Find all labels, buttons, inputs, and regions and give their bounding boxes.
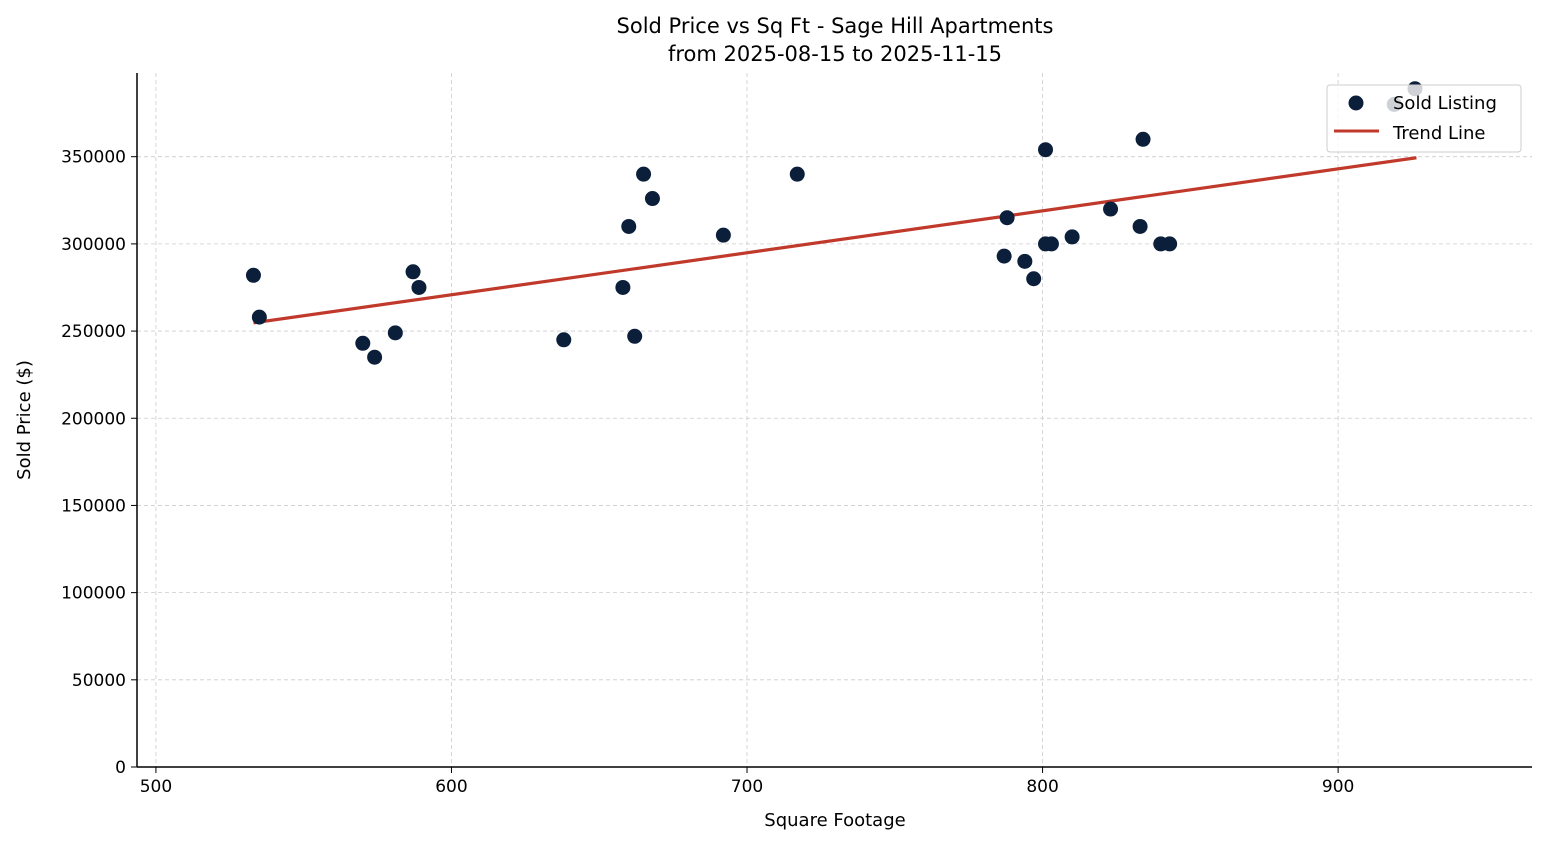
x-axis-label: Square Footage	[764, 810, 905, 831]
data-point	[411, 279, 427, 295]
data-point	[251, 309, 267, 325]
data-point	[996, 248, 1012, 264]
y-tick-label: 350000	[61, 148, 126, 168]
data-point	[1017, 253, 1033, 269]
data-point	[1038, 142, 1054, 158]
data-point	[627, 328, 643, 344]
data-point	[636, 166, 652, 182]
legend-label-trend-line: Trend Line	[1392, 123, 1486, 144]
legend-label-sold-listing: Sold Listing	[1393, 93, 1497, 114]
data-point	[999, 210, 1015, 226]
y-tick-label: 150000	[61, 496, 126, 516]
data-point	[355, 335, 371, 351]
y-tick-label: 300000	[61, 235, 126, 255]
data-point	[1162, 236, 1178, 252]
data-point	[644, 191, 660, 207]
y-tick-label: 50000	[72, 671, 126, 691]
legend-marker-sold-listing	[1348, 95, 1364, 111]
ticks: 500 600 700 800 900 0 50000 100000 150000 200000 2…	[61, 148, 1354, 797]
data-point	[1064, 229, 1080, 245]
data-point	[405, 264, 421, 280]
data-point	[715, 227, 731, 243]
y-tick-label: 200000	[61, 409, 126, 429]
points-layer	[245, 81, 1423, 365]
data-point	[1135, 131, 1151, 147]
x-tick-label: 500	[140, 777, 172, 797]
x-tick-label: 700	[731, 777, 763, 797]
x-tick-label: 800	[1026, 777, 1058, 797]
y-tick-label: 100000	[61, 584, 126, 604]
data-point	[556, 332, 572, 348]
data-point	[245, 267, 261, 283]
legend: Sold Listing Trend Line	[1326, 84, 1522, 153]
data-point	[367, 349, 383, 365]
data-point	[1132, 218, 1148, 234]
trend-line	[253, 156, 1417, 325]
data-point	[1026, 271, 1042, 287]
chart-subtitle: from 2025-08-15 to 2025-11-15	[668, 42, 1002, 66]
legend-box	[1326, 84, 1522, 153]
y-axis-label: Sold Price ($)	[14, 360, 35, 480]
x-tick-label: 600	[435, 777, 467, 797]
y-tick-label: 0	[115, 758, 126, 778]
data-point	[1103, 201, 1119, 217]
data-point	[615, 279, 631, 295]
data-point	[789, 166, 805, 182]
data-point	[1043, 236, 1059, 252]
data-point	[387, 325, 403, 341]
grid	[137, 73, 1532, 768]
trend-line-layer	[253, 156, 1417, 325]
y-tick-label: 250000	[61, 322, 126, 342]
x-tick-label: 900	[1322, 777, 1354, 797]
data-point	[621, 218, 637, 234]
chart-title: Sold Price vs Sq Ft - Sage Hill Apartmen…	[617, 14, 1054, 38]
